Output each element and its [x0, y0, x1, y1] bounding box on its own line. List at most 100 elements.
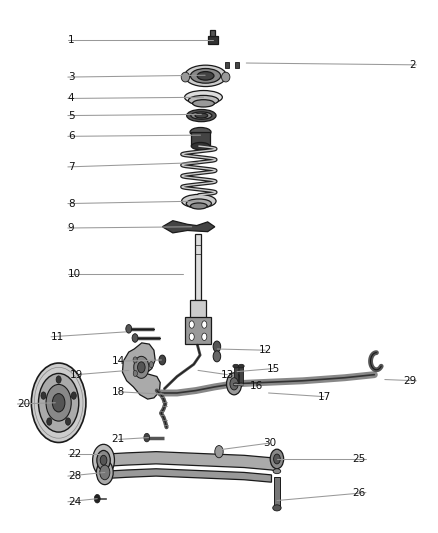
Circle shape: [213, 351, 221, 362]
Text: 13: 13: [221, 370, 234, 379]
Bar: [191, 300, 205, 338]
Text: 9: 9: [68, 223, 74, 233]
Text: 18: 18: [112, 387, 125, 397]
Circle shape: [202, 333, 207, 341]
Circle shape: [138, 362, 145, 373]
Circle shape: [213, 341, 221, 352]
Circle shape: [134, 357, 149, 378]
Text: 10: 10: [68, 270, 81, 279]
Text: 20: 20: [18, 399, 31, 409]
Text: 16: 16: [250, 381, 263, 391]
Bar: [210, 30, 215, 36]
Text: 14: 14: [112, 356, 125, 366]
Text: 29: 29: [403, 376, 416, 386]
Text: 1: 1: [68, 35, 74, 45]
Circle shape: [97, 450, 110, 470]
Circle shape: [133, 357, 137, 363]
Ellipse shape: [191, 69, 221, 83]
Ellipse shape: [182, 195, 216, 208]
Circle shape: [46, 384, 71, 421]
Polygon shape: [162, 221, 215, 233]
Ellipse shape: [195, 113, 208, 118]
Text: 19: 19: [70, 370, 83, 379]
Circle shape: [202, 321, 207, 328]
Polygon shape: [105, 469, 272, 482]
Circle shape: [270, 449, 284, 469]
Ellipse shape: [238, 364, 244, 368]
Circle shape: [41, 392, 46, 399]
Polygon shape: [123, 343, 160, 399]
Circle shape: [32, 363, 86, 442]
Polygon shape: [105, 451, 277, 471]
Ellipse shape: [190, 127, 211, 136]
Circle shape: [94, 495, 100, 503]
Circle shape: [100, 465, 110, 480]
Bar: [225, 62, 230, 68]
Text: 5: 5: [68, 110, 74, 120]
Ellipse shape: [197, 71, 214, 80]
Text: 26: 26: [353, 488, 366, 498]
Text: 24: 24: [68, 497, 81, 507]
Bar: [239, 366, 244, 384]
Bar: [274, 478, 280, 508]
Circle shape: [149, 361, 153, 368]
Ellipse shape: [191, 142, 210, 150]
Text: 15: 15: [267, 364, 280, 374]
Circle shape: [52, 393, 65, 412]
Text: 2: 2: [410, 60, 416, 70]
Ellipse shape: [184, 65, 226, 86]
Text: 8: 8: [68, 199, 74, 208]
Text: 25: 25: [353, 454, 366, 464]
Ellipse shape: [273, 469, 281, 474]
Text: 11: 11: [51, 332, 64, 342]
Circle shape: [39, 374, 79, 432]
Circle shape: [96, 460, 113, 484]
Bar: [234, 366, 238, 384]
Circle shape: [274, 454, 280, 464]
Text: 7: 7: [68, 162, 74, 172]
Circle shape: [189, 333, 194, 341]
Bar: [185, 317, 211, 344]
Circle shape: [66, 418, 71, 425]
Circle shape: [56, 376, 61, 383]
Ellipse shape: [273, 505, 281, 511]
Ellipse shape: [186, 199, 212, 208]
Ellipse shape: [239, 383, 244, 386]
Circle shape: [189, 321, 194, 328]
Text: 30: 30: [263, 438, 276, 448]
Circle shape: [71, 392, 76, 399]
Circle shape: [159, 355, 166, 365]
Ellipse shape: [181, 72, 190, 82]
Circle shape: [144, 433, 150, 442]
Text: 17: 17: [317, 392, 331, 402]
Bar: [191, 132, 210, 146]
Text: 4: 4: [68, 93, 74, 103]
Circle shape: [126, 325, 132, 333]
Bar: [208, 36, 218, 44]
Circle shape: [92, 445, 114, 476]
Circle shape: [47, 418, 52, 425]
Circle shape: [226, 373, 242, 395]
Ellipse shape: [191, 112, 212, 119]
Text: 6: 6: [68, 131, 74, 141]
Ellipse shape: [193, 100, 214, 107]
Ellipse shape: [188, 95, 219, 105]
Ellipse shape: [184, 91, 223, 104]
Bar: [194, 234, 201, 300]
Circle shape: [133, 370, 138, 376]
Text: 22: 22: [68, 449, 81, 459]
Circle shape: [230, 378, 238, 390]
Circle shape: [100, 455, 107, 465]
Circle shape: [215, 446, 223, 458]
Circle shape: [132, 334, 138, 342]
Ellipse shape: [191, 203, 207, 209]
Ellipse shape: [222, 72, 230, 82]
Ellipse shape: [233, 364, 239, 368]
Text: 12: 12: [258, 345, 272, 355]
Bar: [234, 62, 239, 68]
Text: 3: 3: [68, 72, 74, 82]
Ellipse shape: [187, 109, 216, 122]
Ellipse shape: [233, 383, 238, 386]
Text: 21: 21: [112, 434, 125, 445]
Text: 28: 28: [68, 471, 81, 481]
